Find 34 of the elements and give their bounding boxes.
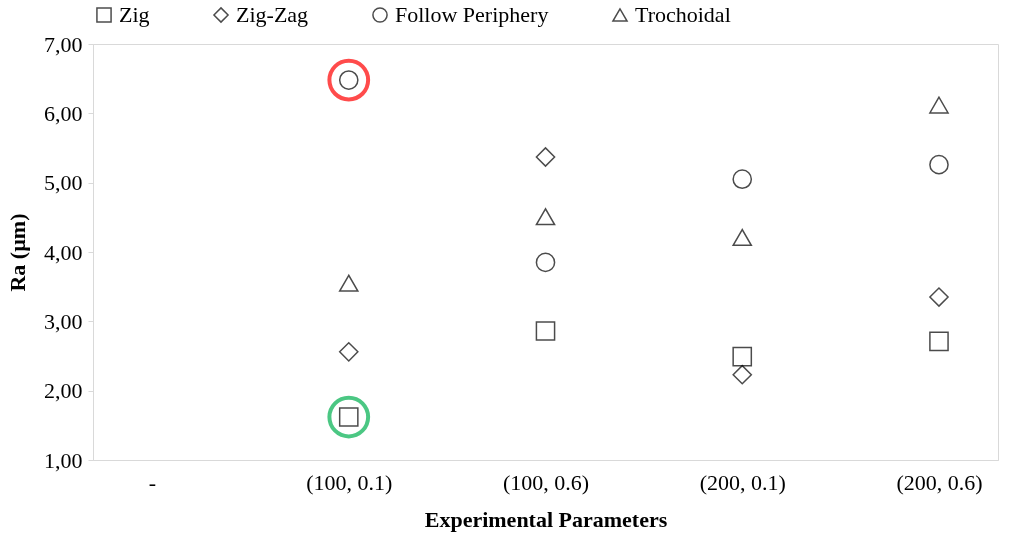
y-tick-label: 6,00 [44, 100, 83, 126]
legend-label: Zig-Zag [236, 2, 309, 27]
x-tick-label: (200, 0.6) [896, 469, 983, 495]
point [535, 252, 556, 273]
y-axis-title: Ra (µm) [5, 213, 30, 292]
x-tick-label: (200, 0.1) [699, 469, 786, 495]
point [732, 346, 753, 367]
y-tick-label: 2,00 [44, 378, 83, 404]
point [732, 228, 753, 247]
y-tick-label: 1,00 [44, 447, 83, 473]
point [535, 208, 556, 226]
y-tick-label: 5,00 [44, 170, 83, 196]
y-tick-label: 4,00 [44, 239, 83, 265]
point [732, 169, 753, 190]
point [929, 154, 949, 175]
legend-label: Zig [119, 2, 150, 27]
y-tick-label: 3,00 [44, 308, 83, 334]
x-axis-title: Experimental Parameters [424, 506, 668, 532]
point [535, 147, 556, 167]
y-tick-label: 7,00 [44, 31, 83, 57]
point [929, 331, 949, 352]
x-tick-label: (100, 0.1) [306, 469, 393, 495]
point [327, 395, 371, 439]
legend-label: Follow Periphery [395, 2, 549, 27]
legend-label: Trochoidal [635, 2, 731, 27]
point [929, 96, 949, 114]
x-tick-label: (100, 0.6) [502, 469, 590, 495]
point [535, 321, 556, 341]
point [338, 342, 359, 362]
point [732, 364, 753, 385]
point [338, 274, 359, 292]
point [929, 287, 949, 307]
point [327, 58, 371, 102]
x-tick-label: - [148, 469, 157, 495]
